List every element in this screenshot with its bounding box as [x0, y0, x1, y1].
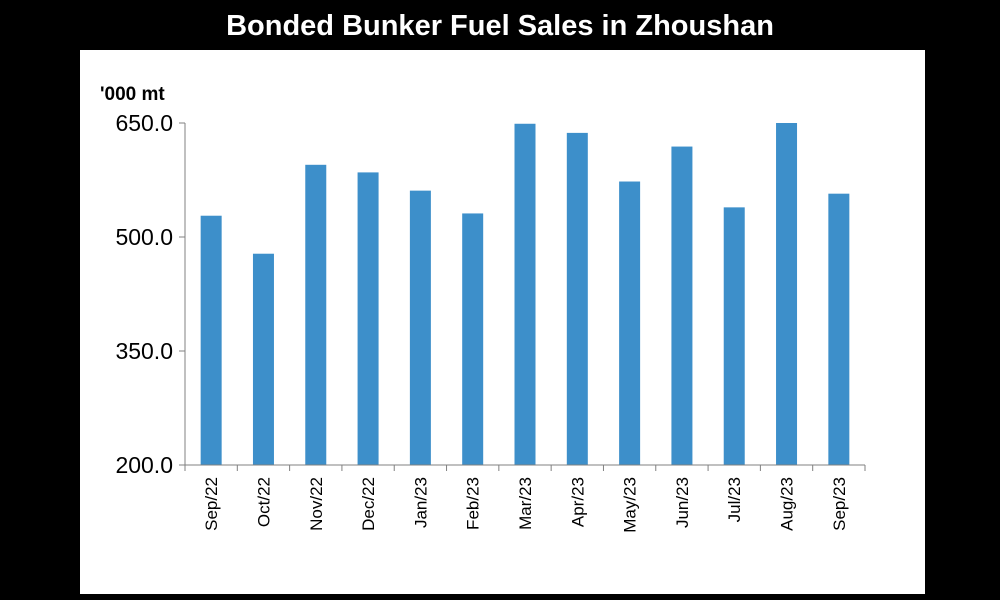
bar-sep-23: [828, 193, 850, 465]
bar-mar-23: [514, 123, 536, 465]
x-tick-label: Mar/23: [516, 477, 535, 530]
x-tick-label: Jul/23: [725, 477, 744, 522]
y-axis-unit-label: '000 mt: [100, 84, 165, 105]
bar-oct-22: [252, 253, 274, 465]
x-tick-label: Nov/22: [307, 477, 326, 531]
chart-title: Bonded Bunker Fuel Sales in Zhoushan: [226, 10, 774, 42]
y-ticks-group: 200.0 350.0 500.0 650.0: [115, 110, 185, 478]
bars-group: [200, 123, 850, 466]
y-tick-label: 500.0: [115, 224, 173, 250]
x-ticks-group: Sep/22 Oct/22 Nov/22 Dec/22 Jan/23 Feb/23 Mar/…: [202, 477, 849, 533]
x-tick-label: Oct/22: [254, 477, 273, 527]
x-tick-label: Aug/23: [778, 477, 797, 531]
y-tick-label: 650.0: [115, 110, 173, 136]
bar-aug-23: [776, 123, 798, 465]
bar-jul-23: [723, 207, 745, 466]
x-tick-label: Sep/23: [830, 477, 849, 531]
bar-may-23: [619, 181, 641, 465]
axes-group: [184, 123, 866, 471]
y-tick-label: 200.0: [115, 452, 173, 478]
x-tick-label: Dec/22: [359, 477, 378, 531]
x-tick-label: May/23: [621, 477, 640, 533]
bar-jun-23: [671, 146, 693, 465]
bar-jan-23: [409, 190, 431, 465]
bar-feb-23: [462, 213, 484, 465]
x-tick-label: Jun/23: [673, 477, 692, 528]
bar-sep-22: [200, 215, 222, 465]
x-tick-label: Sep/22: [202, 477, 221, 531]
y-tick-label: 350.0: [115, 338, 173, 364]
x-tick-label: Apr/23: [568, 477, 587, 527]
bar-dec-22: [357, 172, 379, 465]
x-tick-label: Jan/23: [411, 477, 430, 528]
bar-chart: '000 mt 200.0 350.0 500.0 650.0 Sep/22 Oct/2…: [100, 84, 866, 533]
bar-nov-22: [305, 164, 327, 466]
bar-apr-23: [566, 132, 588, 465]
x-tick-label: Feb/23: [464, 477, 483, 530]
chart-panel: '000 mt 200.0 350.0 500.0 650.0 Sep/22 Oct/2…: [80, 50, 925, 594]
